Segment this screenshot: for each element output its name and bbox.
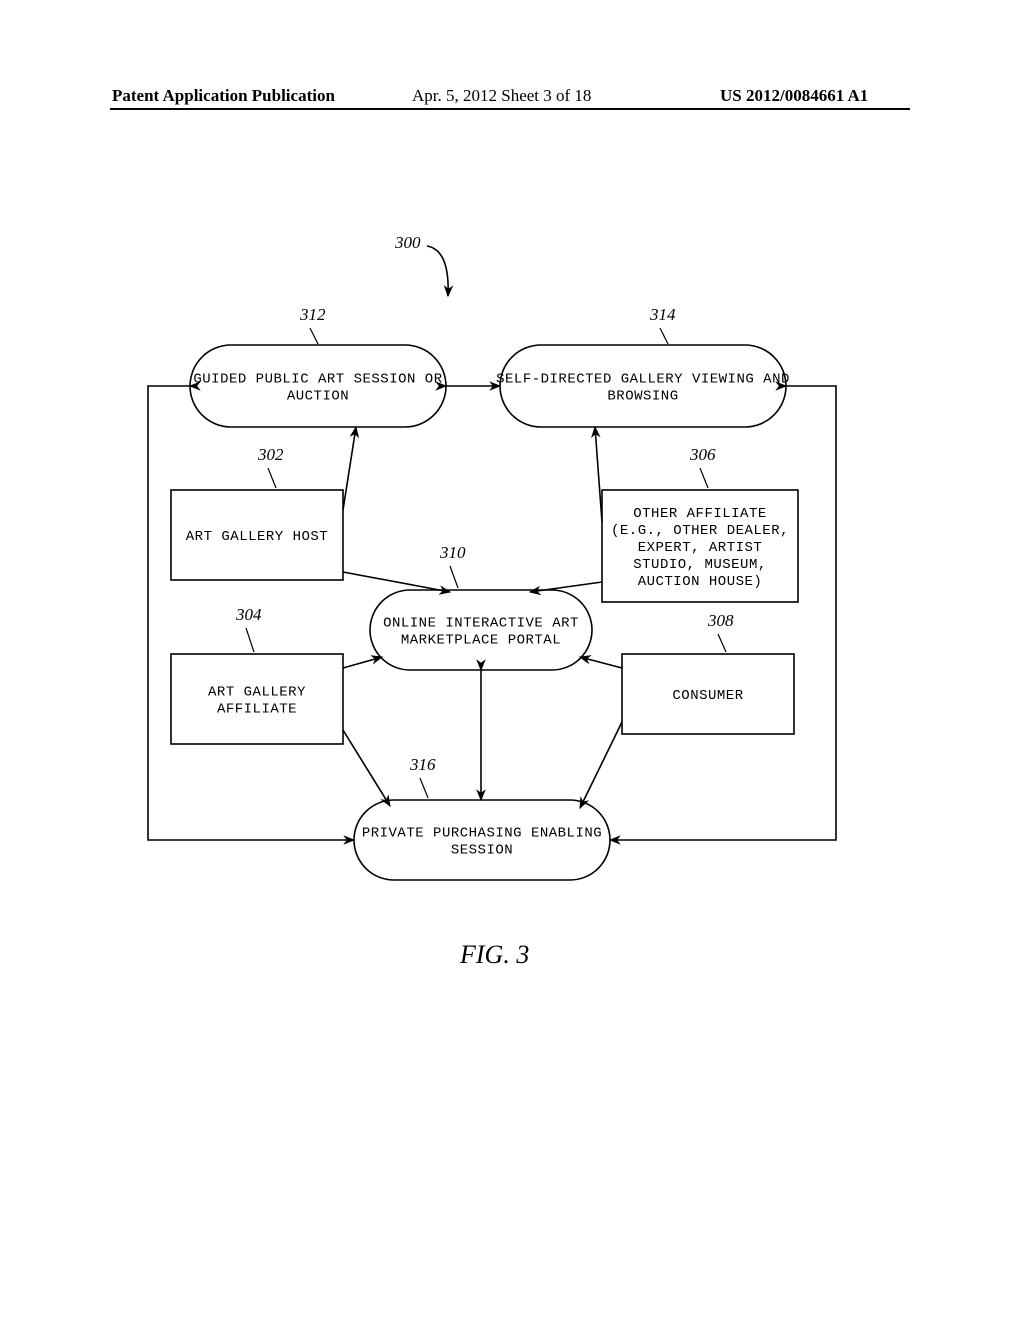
- node-n302: ART GALLERY HOST 302: [171, 445, 343, 580]
- node-n310-line1: MARKETPLACE PORTAL: [401, 633, 561, 649]
- ref-tick-7: [420, 778, 428, 798]
- node-n316-line0: PRIVATE PURCHASING ENABLING: [362, 826, 602, 842]
- node-n308: CONSUMER 308: [622, 611, 794, 734]
- edge-5: [595, 427, 602, 522]
- ref-tick-2: [268, 468, 276, 488]
- ref-300: 300: [394, 233, 421, 252]
- node-n310-line0: ONLINE INTERACTIVE ART: [383, 616, 579, 632]
- node-n316-line1: SESSION: [451, 843, 513, 859]
- node-n304: ART GALLERYAFFILIATE 304: [171, 605, 343, 744]
- node-n310: ONLINE INTERACTIVE ARTMARKETPLACE PORTAL…: [370, 543, 592, 670]
- ref-tick-6: [718, 634, 726, 652]
- node-n312-line0: GUIDED PUBLIC ART SESSION OR: [193, 372, 442, 388]
- edge-6: [530, 582, 602, 592]
- ref-310: 310: [439, 543, 466, 562]
- ref-314: 314: [649, 305, 676, 324]
- edge-1: [343, 427, 356, 510]
- figure-label: FIG. 3: [460, 940, 529, 970]
- edge-3: [343, 657, 382, 668]
- ref-tick-0: [310, 328, 318, 344]
- edge-4: [343, 730, 390, 806]
- node-n304-line1: AFFILIATE: [217, 702, 297, 718]
- edge-2: [343, 572, 450, 592]
- ref-306: 306: [689, 445, 716, 464]
- node-n306-line1: (E.G., OTHER DEALER,: [611, 523, 789, 539]
- ref-300-arrow: [427, 246, 448, 296]
- ref-tick-1: [660, 328, 668, 344]
- node-n312-line1: AUCTION: [287, 389, 349, 405]
- node-n314-line1: BROWSING: [607, 389, 678, 405]
- node-n306-line4: AUCTION HOUSE): [638, 574, 763, 590]
- ref-tick-4: [450, 566, 458, 588]
- node-n306-line2: EXPERT, ARTIST: [638, 540, 763, 556]
- edge-8: [580, 722, 622, 808]
- ref-302: 302: [257, 445, 284, 464]
- node-n312: GUIDED PUBLIC ART SESSION ORAUCTION 312: [190, 305, 446, 427]
- ref-304: 304: [235, 605, 262, 624]
- node-n304-line0: ART GALLERY: [208, 685, 306, 701]
- node-n302-line0: ART GALLERY HOST: [186, 529, 328, 545]
- node-n314-line0: SELF-DIRECTED GALLERY VIEWING AND: [496, 372, 790, 388]
- ref-308: 308: [707, 611, 734, 630]
- node-n314: SELF-DIRECTED GALLERY VIEWING ANDBROWSIN…: [496, 305, 790, 427]
- page: Patent Application Publication Apr. 5, 2…: [0, 0, 1024, 1320]
- edge-7: [580, 657, 622, 668]
- node-n306-line3: STUDIO, MUSEUM,: [633, 557, 767, 573]
- node-n308-line0: CONSUMER: [672, 688, 743, 704]
- node-n306-line0: OTHER AFFILIATE: [633, 506, 767, 522]
- diagram-canvas: 300 GUIDED PUBLIC ART SESSION ORAUCTION 31…: [0, 0, 1024, 1320]
- ref-tick-3: [700, 468, 708, 488]
- ref-312: 312: [299, 305, 326, 324]
- ref-tick-5: [246, 628, 254, 652]
- ref-316: 316: [409, 755, 436, 774]
- node-n316: PRIVATE PURCHASING ENABLINGSESSION 316: [354, 755, 610, 880]
